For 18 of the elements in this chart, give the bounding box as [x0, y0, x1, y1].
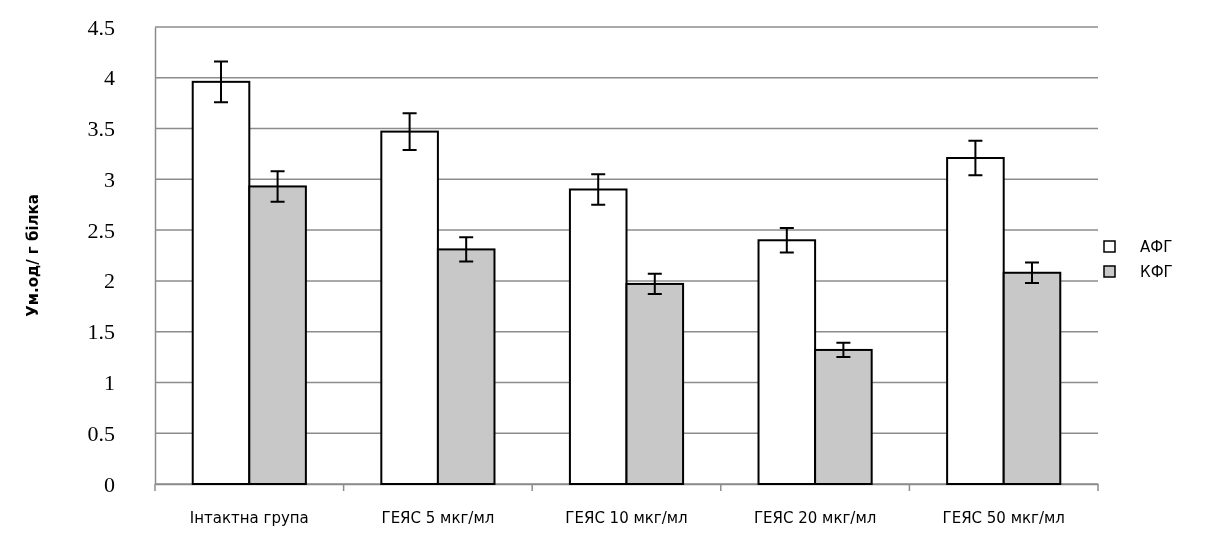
legend-label: КФГ — [1140, 263, 1173, 281]
y-tick-label: 3 — [104, 166, 115, 192]
y-tick-label: 1.5 — [87, 319, 115, 345]
x-tick-label: ГЕЯС 10 мкг/мл — [565, 508, 688, 527]
y-tick-label: 1 — [104, 369, 115, 395]
x-tick-label: Інтактна група — [189, 508, 309, 527]
x-tick-label: ГЕЯС 50 мкг/мл — [942, 508, 1065, 527]
x-tick-label: ГЕЯС 20 мкг/мл — [753, 508, 877, 527]
x-tick-label: ГЕЯС 5 мкг/мл — [381, 508, 495, 527]
y-axis-title: Ум.од/ г білка — [24, 194, 42, 317]
y-tick-label: 3.5 — [87, 116, 115, 142]
y-tick-label: 2 — [104, 268, 115, 294]
y-tick-label: 0.5 — [87, 420, 115, 446]
y-tick-label: 4.5 — [87, 14, 115, 40]
y-tick-label: 2.5 — [87, 217, 115, 243]
y-tick-label: 4 — [104, 65, 115, 91]
y-tick-label: 0 — [104, 471, 115, 497]
legend-label: АФГ — [1140, 238, 1173, 256]
